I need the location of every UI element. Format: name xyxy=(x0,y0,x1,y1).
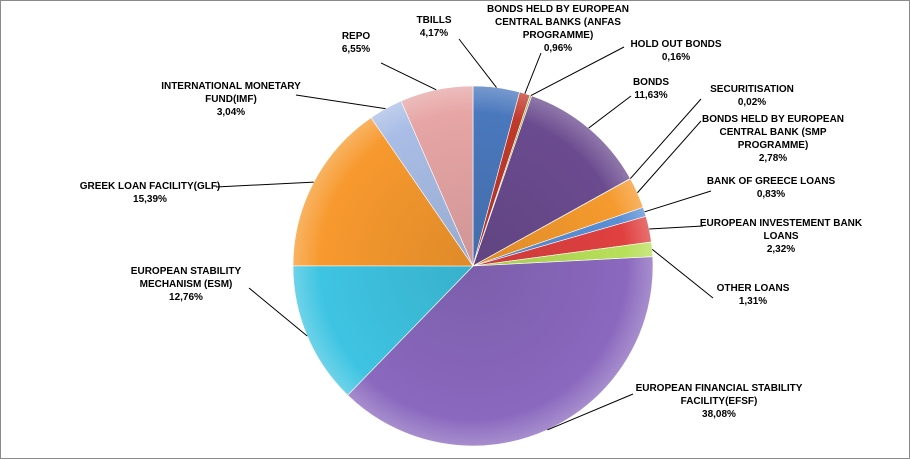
slice-value-label: 12,76% xyxy=(169,292,203,303)
leader-line-bonds xyxy=(588,95,632,129)
leader-line-tbills xyxy=(458,38,497,88)
slice-name-label: SECURITISATION xyxy=(710,84,794,95)
slice-name-label: REPO xyxy=(342,31,371,42)
slice-value-label: 2,78% xyxy=(759,153,787,164)
slice-value-label: 15,39% xyxy=(133,194,167,205)
leader-line-european-investement-bank-loans xyxy=(649,225,704,230)
leader-line-bonds-held-by-european-central-bank-smp-programme xyxy=(637,120,702,194)
slice-name-label: LOANS xyxy=(764,231,799,242)
leader-line-european-stability-mechanism-esm xyxy=(248,287,308,337)
slice-name-label: BANK OF GREECE LOANS xyxy=(707,176,836,187)
slice-value-label: 1,31% xyxy=(739,296,767,307)
leader-lines xyxy=(215,38,714,431)
pie-slices xyxy=(292,85,654,447)
slice-repo xyxy=(400,85,474,267)
slice-name-label: BONDS HELD BY EUROPEAN xyxy=(702,114,844,125)
leader-line-other-loans xyxy=(651,248,714,299)
slice-name-label: TBILLS xyxy=(417,15,452,26)
slice-name-label: FUND(IMF) xyxy=(205,94,257,105)
slice-label-greek-loan-facility-glf: GREEK LOAN FACILITY(GLF) 15,39% xyxy=(80,181,221,205)
slice-label-european-stability-mechanism-esm: EUROPEAN STABILITY MECHANISM (ESM) 12,76% xyxy=(131,266,242,303)
slice-label-bank-of-greece-loans: BANK OF GREECE LOANS 0,83% xyxy=(707,176,836,200)
slice-label-bonds: BONDS 11,63% xyxy=(633,77,669,101)
slice-label-hold-out-bonds: HOLD OUT BONDS 0,16% xyxy=(630,39,721,63)
slice-name-label: OTHER LOANS xyxy=(717,283,790,294)
slice-value-label: 3,04% xyxy=(217,107,245,118)
slice-value-label: 0,83% xyxy=(757,189,785,200)
leader-line-bank-of-greece-loans xyxy=(644,190,712,213)
slice-name-label: HOLD OUT BONDS xyxy=(630,39,721,50)
slice-name-label: BONDS HELD BY EUROPEAN xyxy=(487,4,629,15)
slice-name-label: FACILITY(EFSF) xyxy=(681,396,758,407)
leader-line-european-financial-stability-facility-efsf xyxy=(547,393,634,431)
slice-name-label: BONDS xyxy=(633,77,669,88)
leader-line-securitisation xyxy=(629,98,702,179)
slice-value-label: 2,32% xyxy=(767,244,795,255)
slice-label-european-investement-bank-loans: EUROPEAN INVESTEMENT BANK LOANS 2,32% xyxy=(700,218,863,255)
slice-value-label: 0,16% xyxy=(662,52,690,63)
leader-line-bonds-held-by-european-central-banks-anfas-programme xyxy=(524,52,542,94)
slice-label-repo: REPO 6,55% xyxy=(342,31,371,55)
slice-name-label: EUROPEAN STABILITY xyxy=(131,266,242,277)
slice-value-label: 38,08% xyxy=(702,409,736,420)
slice-name-label: CENTRAL BANK (SMP xyxy=(719,127,826,138)
slice-value-label: 0,96% xyxy=(544,43,572,54)
slice-value-label: 11,63% xyxy=(634,90,667,101)
leader-line-greek-loan-facility-glf xyxy=(215,181,314,188)
slice-name-label: MECHANISM (ESM) xyxy=(140,279,233,290)
slice-label-other-loans: OTHER LOANS 1,31% xyxy=(717,283,790,307)
slice-label-tbills: TBILLS 4,17% xyxy=(417,15,452,39)
leader-line-international-monetary-fund-imf xyxy=(295,94,386,110)
slice-label-securitisation: SECURITISATION 0,02% xyxy=(710,84,794,108)
slice-name-label: CENTRAL BANKS (ANFAS xyxy=(495,17,621,28)
slice-name-label: INTERNATIONAL MONETARY xyxy=(161,81,301,92)
slice-value-label: 6,55% xyxy=(342,44,370,55)
slice-bonds xyxy=(472,95,631,267)
slice-label-bonds-held-by-european-central-bank-smp-programme: BONDS HELD BY EUROPEAN CENTRAL BANK (SMP P… xyxy=(702,114,844,164)
slice-value-label: 4,17% xyxy=(420,28,448,39)
leader-line-hold-out-bonds xyxy=(530,46,625,97)
slice-name-label: PROGRAMME) xyxy=(523,30,594,41)
slice-label-bonds-held-by-european-central-banks-anfas-programme: BONDS HELD BY EUROPEAN CENTRAL BANKS (ANF… xyxy=(487,4,629,54)
leader-line-repo xyxy=(380,62,437,91)
slice-name-label: EUROPEAN FINANCIAL STABILITY xyxy=(636,383,803,394)
slice-value-label: 0,02% xyxy=(738,97,766,108)
slice-european-financial-stability-facility-efsf xyxy=(347,256,654,447)
slice-european-stability-mechanism-esm xyxy=(292,265,474,396)
slice-name-label: EUROPEAN INVESTEMENT BANK xyxy=(700,218,863,229)
slice-name-label: PROGRAMME) xyxy=(738,140,809,151)
slice-label-european-financial-stability-facility-efsf: EUROPEAN FINANCIAL STABILITY FACILITY(EFS… xyxy=(636,383,803,420)
slice-name-label: GREEK LOAN FACILITY(GLF) xyxy=(80,181,221,192)
slice-labels: TBILLS 4,17% BONDS HELD BY EUROPEAN CENTRAL… xyxy=(80,4,863,420)
slice-label-international-monetary-fund-imf: INTERNATIONAL MONETARY FUND(IMF) 3,04% xyxy=(161,81,301,118)
